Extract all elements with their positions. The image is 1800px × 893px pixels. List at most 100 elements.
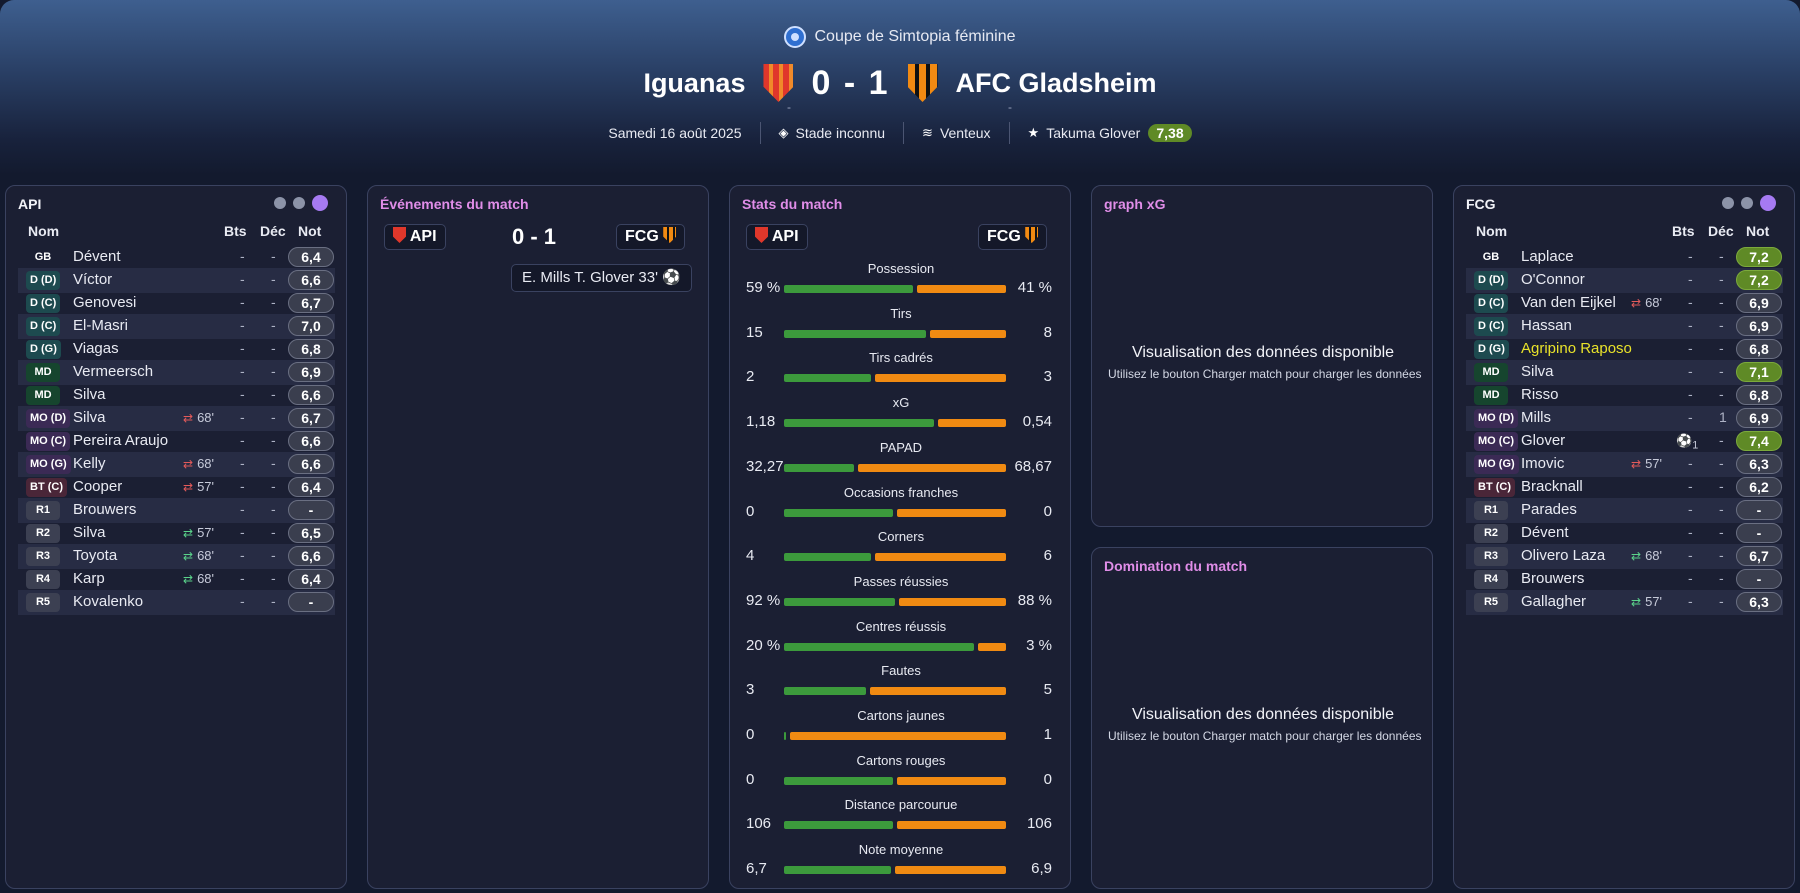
assists-value: - [1719, 363, 1724, 379]
player-name[interactable]: Hassan [1521, 317, 1572, 334]
player-name[interactable]: Van den Eijkel [1521, 294, 1616, 311]
player-row[interactable]: MO (D) Silva ⇄ 68' - -6,7 [18, 406, 335, 431]
player-row[interactable]: D (G) Viagas - -6,8 [18, 337, 335, 362]
player-name[interactable]: Brouwers [73, 501, 137, 518]
stat-away-bar [857, 463, 1006, 472]
player-name[interactable]: El-Masri [73, 317, 128, 334]
player-name[interactable]: Dévent [73, 248, 121, 265]
player-name[interactable]: Dévent [1521, 524, 1569, 541]
player-name[interactable]: Mills [1521, 409, 1551, 426]
player-name[interactable]: Gallagher [1521, 593, 1587, 610]
stats-home-tag[interactable]: API [746, 224, 808, 250]
player-row[interactable]: BT (C) Cooper ⇄ 57' - -6,4 [18, 475, 335, 500]
player-row[interactable]: MD Silva - -6,6 [18, 383, 335, 408]
player-name[interactable]: O'Connor [1521, 271, 1585, 288]
stat-away-value: 0 [1043, 502, 1052, 520]
player-name[interactable]: Silva [73, 524, 106, 541]
player-name[interactable]: Vermeersch [73, 363, 154, 380]
player-name[interactable]: Viagas [73, 340, 119, 357]
player-name[interactable]: Risso [1521, 386, 1559, 403]
player-name[interactable]: Cooper [73, 478, 123, 495]
events-away-tag[interactable]: FCG [616, 224, 686, 250]
player-name[interactable]: Silva [1521, 363, 1554, 380]
player-row[interactable]: BT (C) Bracknall - -6,2 [1466, 475, 1783, 500]
player-row[interactable]: MO (G) Kelly ⇄ 68' - -6,6 [18, 452, 335, 477]
player-row[interactable]: MD Vermeersch - -6,9 [18, 360, 335, 385]
player-row[interactable]: MD Silva - -7,1 [1466, 360, 1783, 385]
stat-home-value: 3 [746, 681, 755, 699]
player-row[interactable]: R2 Dévent - - - [1466, 521, 1783, 546]
player-row[interactable]: MO (D) Mills - 1 6,9 [1466, 406, 1783, 431]
substitution: ⇄ 68' [183, 410, 214, 425]
substitution: ⇄ 57' [1631, 594, 1662, 609]
player-name[interactable]: Laplace [1521, 248, 1574, 265]
player-name[interactable]: Pereira Araujo [73, 432, 169, 449]
player-row[interactable]: MD Risso - -6,8 [1466, 383, 1783, 408]
substitution-minute: 57' [1645, 456, 1663, 471]
player-name[interactable]: Bracknall [1521, 478, 1583, 495]
player-row[interactable]: R3 Toyota ⇄ 68' - -6,6 [18, 544, 335, 569]
player-row[interactable]: GB Dévent - -6,4 [18, 245, 335, 270]
stat-away-value: 106 [1026, 815, 1052, 833]
player-name[interactable]: Kelly [73, 455, 106, 472]
view-switcher [274, 195, 328, 211]
player-row[interactable]: D (D) Víctor - -6,6 [18, 268, 335, 293]
man-of-the-match[interactable]: Takuma Glover [1046, 125, 1141, 141]
rating-badge: 6,6 [288, 270, 334, 290]
player-row[interactable]: R1 Parades - - - [1466, 498, 1783, 523]
goal-indicator: ⚽1 [1676, 433, 1698, 452]
view-dot-2[interactable] [293, 197, 305, 209]
goals-value: - [240, 271, 245, 287]
player-row[interactable]: R5 Gallagher ⇄ 57' - -6,3 [1466, 590, 1783, 615]
goals-value: - [240, 340, 245, 356]
player-name[interactable]: Kovalenko [73, 593, 144, 610]
player-row[interactable]: R4 Brouwers - - - [1466, 567, 1783, 592]
player-row[interactable]: R5 Kovalenko - - - [18, 590, 335, 615]
stat-away-value: 68,67 [1014, 457, 1052, 475]
position-badge: MD [1474, 386, 1508, 405]
player-name[interactable]: Olivero Laza [1521, 547, 1606, 564]
player-name[interactable]: Imovic [1521, 455, 1565, 472]
stat-home-bar [784, 419, 934, 428]
view-dot-3[interactable] [312, 195, 328, 211]
player-row[interactable]: D (C) El-Masri - -7,0 [18, 314, 335, 339]
player-name[interactable]: Agripino Raposo [1521, 340, 1632, 357]
goal-event[interactable]: E. Mills T. Glover 33' ⚽ [511, 264, 692, 292]
player-row[interactable]: R3 Olivero Laza ⇄ 68' - -6,7 [1466, 544, 1783, 569]
player-name[interactable]: Glover [1521, 432, 1566, 449]
player-row[interactable]: R4 Karp ⇄ 68' - -6,4 [18, 567, 335, 592]
home-team-name[interactable]: Iguanas [643, 67, 746, 98]
player-row[interactable]: R1 Brouwers - - - [18, 498, 335, 523]
view-dot-2[interactable] [1741, 197, 1753, 209]
player-name[interactable]: Karp [73, 570, 105, 587]
player-row[interactable]: MO (C) Pereira Araujo - -6,6 [18, 429, 335, 454]
events-home-tag[interactable]: API [384, 224, 446, 250]
stat-home-value: 92 % [746, 591, 781, 609]
stat-home-bar [784, 732, 786, 740]
goals-value: - [1688, 317, 1693, 333]
view-dot-1[interactable] [1722, 197, 1734, 209]
player-name[interactable]: Genovesi [73, 294, 137, 311]
player-name[interactable]: Brouwers [1521, 570, 1585, 587]
player-name[interactable]: Silva [73, 386, 106, 403]
player-row[interactable]: D (C) Hassan - -6,9 [1466, 314, 1783, 339]
player-row[interactable]: MO (G) Imovic ⇄ 57' - -6,3 [1466, 452, 1783, 477]
away-team-name[interactable]: AFC Gladsheim [955, 67, 1157, 98]
player-row[interactable]: D (C) Van den Eijkel ⇄ 68' - -6,9 [1466, 291, 1783, 316]
view-dot-1[interactable] [274, 197, 286, 209]
player-name[interactable]: Parades [1521, 501, 1577, 518]
player-name[interactable]: Toyota [73, 547, 118, 564]
player-row[interactable]: D (D) O'Connor - -7,2 [1466, 268, 1783, 293]
player-row[interactable]: D (G) Agripino Raposo - -6,8 [1466, 337, 1783, 362]
player-name[interactable]: Víctor [73, 271, 113, 288]
player-row[interactable]: R2 Silva ⇄ 57' - -6,5 [18, 521, 335, 546]
player-name[interactable]: Silva [73, 409, 106, 426]
stats-away-tag[interactable]: FCG [978, 224, 1048, 250]
player-row[interactable]: GB Laplace - -7,2 [1466, 245, 1783, 270]
player-row[interactable]: D (C) Genovesi - -6,7 [18, 291, 335, 316]
stat-away-value: 6 [1043, 547, 1052, 565]
col-name: Nom [1476, 223, 1508, 239]
view-dot-3[interactable] [1760, 195, 1776, 211]
position-badge: R4 [26, 570, 60, 589]
player-row[interactable]: MO (C) Glover ⚽1 -7,4 [1466, 429, 1783, 454]
